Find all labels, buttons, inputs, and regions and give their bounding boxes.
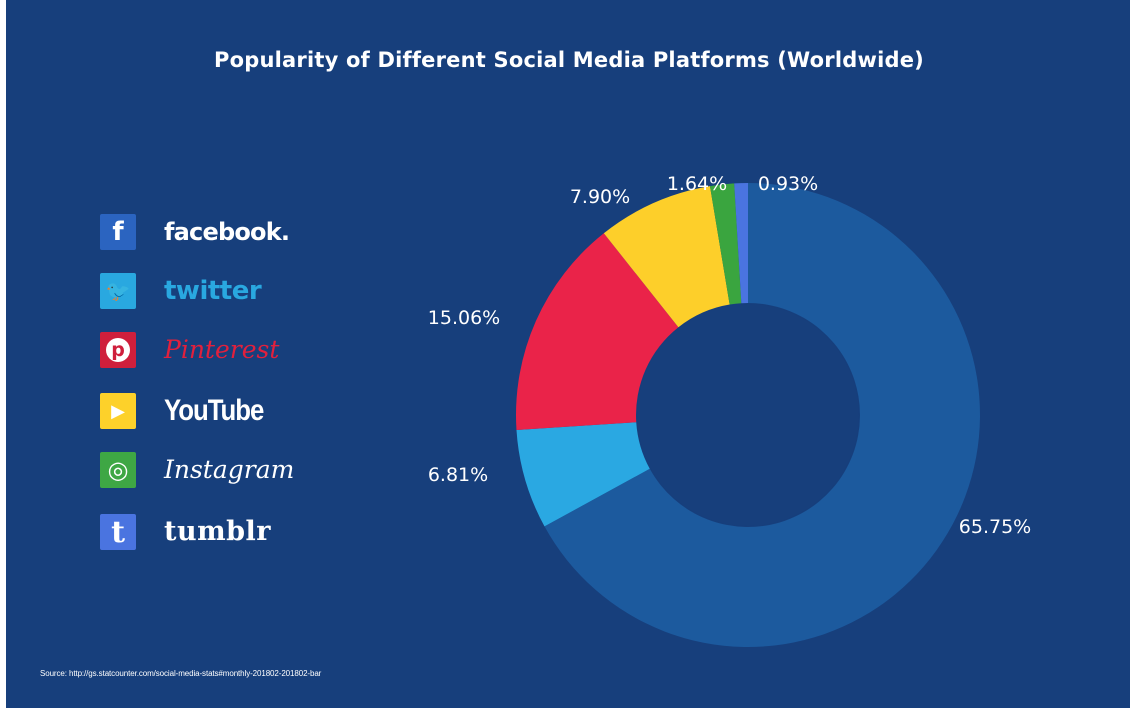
instagram-camera-icon: ◎ [100, 452, 136, 488]
slice-label-tumblr: 0.93% [758, 173, 818, 195]
donut-slices [516, 183, 980, 647]
slice-label-pinterest: 15.06% [428, 307, 500, 329]
facebook-logo-icon: f [100, 214, 136, 250]
legend-label-youtube: YouTube [164, 394, 264, 427]
legend-item-youtube: ▶ YouTube [100, 393, 264, 429]
legend-label-instagram: Instagram [164, 455, 295, 484]
legend-item-instagram: ◎ Instagram [100, 452, 294, 488]
legend-item-pinterest: p Pinterest [100, 332, 279, 368]
youtube-play-icon: ▶ [100, 393, 136, 429]
donut-hole [637, 304, 859, 526]
slice-facebook [544, 183, 980, 647]
slice-tumblr [734, 183, 748, 304]
slice-labels: 65.75% 6.81% 15.06% 7.90% 1.64% 0.93% [428, 173, 1031, 538]
legend-label-tumblr: tumblr [164, 516, 272, 547]
slice-label-twitter: 6.81% [428, 464, 488, 486]
chart-title: Popularity of Different Social Media Pla… [214, 48, 924, 72]
legend-label-facebook: facebook. [164, 218, 290, 246]
tumblr-logo-icon: t [100, 514, 136, 550]
pinterest-logo-icon: p [100, 332, 136, 368]
source-note: Source: http://gs.statcounter.com/social… [40, 669, 322, 678]
legend-item-tumblr: t tumblr [100, 514, 271, 550]
twitter-bird-icon: 🐦 [100, 273, 136, 309]
legend-item-facebook: f facebook. [100, 214, 290, 250]
legend-label-pinterest: Pinterest [164, 335, 280, 364]
slice-label-youtube: 7.90% [570, 186, 630, 208]
slice-instagram [709, 183, 742, 305]
slice-label-facebook: 65.75% [959, 516, 1031, 538]
pinterest-circle-glyph: p [106, 338, 130, 362]
slice-youtube [603, 186, 730, 328]
slice-twitter [516, 422, 650, 527]
legend-item-twitter: 🐦 twitter [100, 273, 262, 309]
slice-label-instagram: 1.64% [667, 173, 727, 195]
legend-label-twitter: twitter [164, 276, 262, 306]
slice-pinterest [516, 233, 679, 430]
